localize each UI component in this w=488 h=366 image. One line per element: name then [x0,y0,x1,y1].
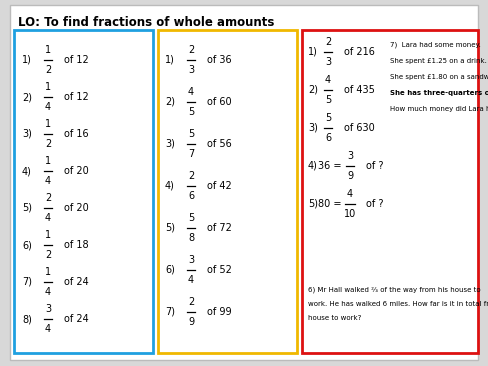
Text: 4: 4 [45,324,51,334]
Text: 5: 5 [188,129,194,139]
Text: 1: 1 [45,230,51,240]
Text: 1: 1 [45,119,51,129]
Text: 9: 9 [188,317,194,327]
Text: She spent £1.25 on a drink.: She spent £1.25 on a drink. [390,58,487,64]
Text: of 24: of 24 [64,277,89,287]
Text: of 99: of 99 [207,307,232,317]
Text: 2): 2) [22,92,32,102]
Text: 4: 4 [45,287,51,297]
Text: 6: 6 [188,191,194,201]
Text: 4: 4 [347,189,353,199]
Text: 1: 1 [45,267,51,277]
Text: 6): 6) [22,240,32,250]
Text: 2: 2 [188,45,194,55]
Text: 5): 5) [308,199,318,209]
Text: 6) Mr Hall walked ⅔ of the way from his house to: 6) Mr Hall walked ⅔ of the way from his … [308,287,481,293]
Text: of ?: of ? [366,161,384,171]
Text: 3: 3 [347,151,353,161]
Text: 7): 7) [165,307,175,317]
Text: 2): 2) [165,97,175,107]
Text: 4: 4 [45,213,51,223]
Text: of 20: of 20 [64,203,89,213]
Text: 5: 5 [188,107,194,117]
Text: 6): 6) [165,265,175,275]
Text: 1: 1 [45,156,51,166]
Text: of 20: of 20 [64,166,89,176]
Text: of 12: of 12 [64,55,89,65]
Text: of 56: of 56 [207,139,232,149]
Text: LO: To find fractions of whole amounts: LO: To find fractions of whole amounts [18,15,274,29]
Text: She spent £1.80 on a sandwich.: She spent £1.80 on a sandwich. [390,74,488,80]
Text: She has three-quarters of her money left.: She has three-quarters of her money left… [390,90,488,96]
Text: 4): 4) [165,181,175,191]
Text: 8): 8) [22,314,32,324]
Text: of 52: of 52 [207,265,232,275]
Text: of 630: of 630 [344,123,375,133]
Bar [302,30,478,353]
Text: 3): 3) [165,139,175,149]
Text: 4): 4) [22,166,32,176]
Text: 4: 4 [188,87,194,97]
Text: 5): 5) [165,223,175,233]
Bar [158,30,297,353]
Text: 2: 2 [188,297,194,307]
Text: of ?: of ? [366,199,384,209]
Text: 5: 5 [325,95,331,105]
Text: 7)  Lara had some money.: 7) Lara had some money. [390,42,481,48]
Text: 4: 4 [45,102,51,112]
Text: of 16: of 16 [64,129,89,139]
Text: 5): 5) [22,203,32,213]
Text: 2: 2 [45,139,51,149]
Text: house to work?: house to work? [308,315,362,321]
Text: 4: 4 [325,75,331,85]
Text: 1): 1) [22,55,32,65]
Text: 4): 4) [308,161,318,171]
Text: of 216: of 216 [344,47,375,57]
Text: 4: 4 [188,275,194,285]
Text: of 24: of 24 [64,314,89,324]
Text: 3: 3 [188,255,194,265]
Text: 2: 2 [45,65,51,75]
Text: 3): 3) [22,129,32,139]
Text: 3: 3 [45,304,51,314]
Text: 7: 7 [188,149,194,159]
Text: 2: 2 [45,193,51,203]
Text: 80 =: 80 = [318,199,342,209]
Text: of 12: of 12 [64,92,89,102]
Text: 2): 2) [308,85,318,95]
Text: 3): 3) [308,123,318,133]
Text: 2: 2 [325,37,331,47]
Text: of 36: of 36 [207,55,232,65]
Text: 2: 2 [188,171,194,181]
Text: 3: 3 [325,57,331,67]
Text: 4: 4 [45,176,51,186]
Text: of 72: of 72 [207,223,232,233]
Text: 3: 3 [188,65,194,75]
Text: 10: 10 [344,209,356,219]
Text: 2: 2 [45,250,51,260]
Text: 5: 5 [188,213,194,223]
Text: 1): 1) [165,55,175,65]
Text: 6: 6 [325,133,331,143]
Bar [14,30,153,353]
Text: 7): 7) [22,277,32,287]
Text: 1: 1 [45,82,51,92]
Text: of 435: of 435 [344,85,375,95]
Text: of 60: of 60 [207,97,232,107]
Text: work. He has walked 6 miles. How far is it in total from his: work. He has walked 6 miles. How far is … [308,301,488,307]
Text: 8: 8 [188,233,194,243]
Text: 1: 1 [45,45,51,55]
Text: 9: 9 [347,171,353,181]
Text: of 18: of 18 [64,240,89,250]
Text: of 42: of 42 [207,181,232,191]
Text: 36 =: 36 = [318,161,342,171]
Text: 1): 1) [308,47,318,57]
Text: 5: 5 [325,113,331,123]
Text: How much money did Lara have to start with?: How much money did Lara have to start wi… [390,106,488,112]
